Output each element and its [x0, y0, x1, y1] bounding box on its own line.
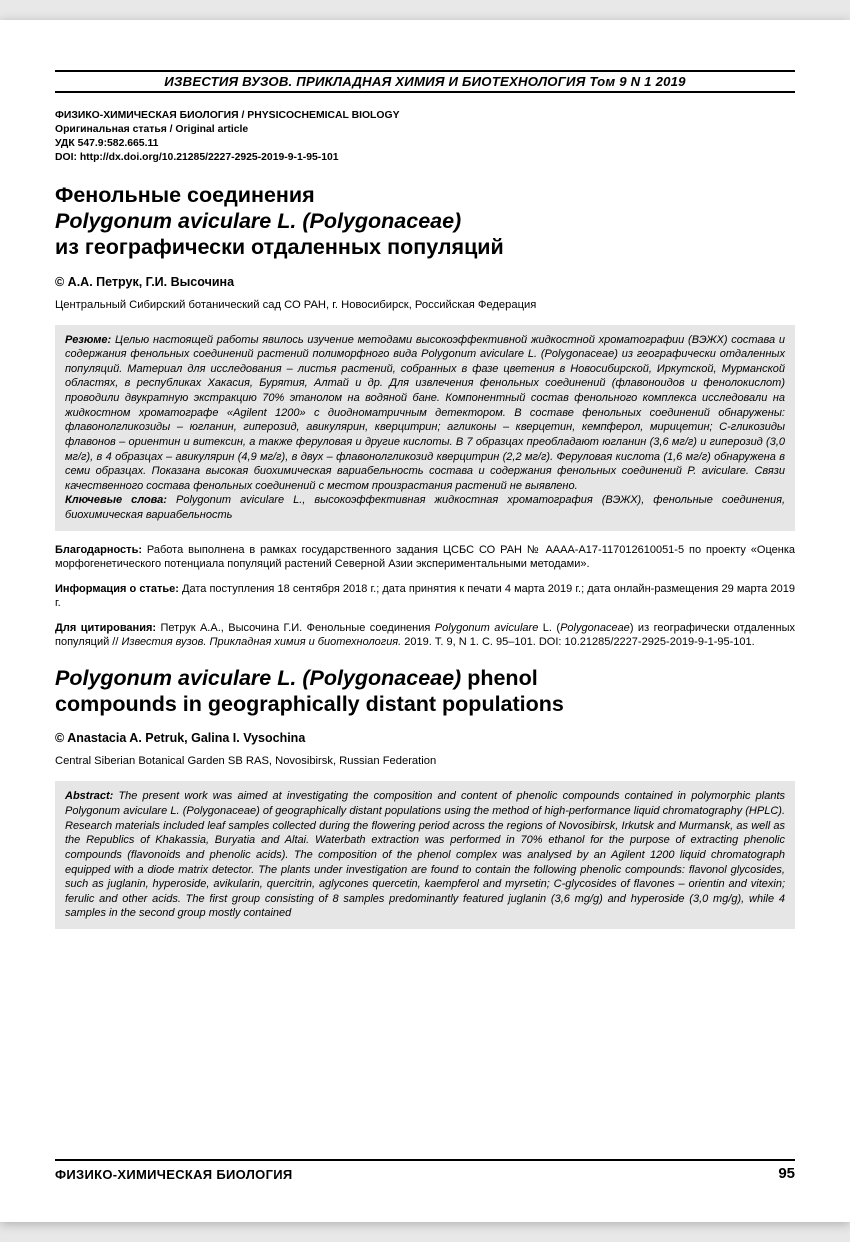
page-footer: ФИЗИКО-ХИМИЧЕСКАЯ БИОЛОГИЯ 95 [55, 1159, 795, 1182]
article-title-ru: Фенольные соединения Polygonum aviculare… [55, 183, 795, 260]
abstract-ru-body: Целью настоящей работы явилось изучение … [65, 334, 785, 492]
cite-journal: Известия вузов. Прикладная химия и биоте… [121, 636, 401, 648]
acknowledgement: Благодарность: Работа выполнена в рамках… [55, 543, 795, 572]
title-line3: из географически отдаленных популяций [55, 235, 504, 259]
ack-body: Работа выполнена в рамках государственно… [55, 544, 795, 571]
title-en-latin: Polygonum aviculare L. (Polygonaceae) [55, 666, 461, 690]
title-en-rest1: phenol [461, 666, 537, 690]
abstract-ru-label: Резюме: [65, 334, 111, 346]
abstract-ru: Резюме: Целью настоящей работы явилось и… [55, 325, 795, 531]
keywords-ru-label: Ключевые слова: [65, 494, 167, 506]
article-title-en: Polygonum aviculare L. (Polygonaceae) ph… [55, 666, 795, 718]
footer-section: ФИЗИКО-ХИМИЧЕСКАЯ БИОЛОГИЯ [55, 1167, 293, 1182]
section-heading: ФИЗИКО-ХИМИЧЕСКАЯ БИОЛОГИЯ / PHYSICOCHEM… [55, 109, 795, 123]
title-en-line2: compounds in geographically distant popu… [55, 692, 564, 716]
cite-text-2: L. ( [538, 622, 560, 634]
article-type: Оригинальная статья / Original article [55, 123, 795, 137]
running-head: ИЗВЕСТИЯ ВУЗОВ. ПРИКЛАДНАЯ ХИМИЯ И БИОТЕ… [55, 70, 795, 93]
article-meta: ФИЗИКО-ХИМИЧЕСКАЯ БИОЛОГИЯ / PHYSICOCHEM… [55, 109, 795, 165]
ack-label: Благодарность: [55, 544, 142, 556]
keywords-ru-body: Polygonum aviculare L., высокоэффективна… [65, 494, 785, 521]
abstract-en-label: Abstract: [65, 790, 113, 802]
abstract-en: Abstract: The present work was aimed at … [55, 781, 795, 929]
affiliation-ru: Центральный Сибирский ботанический сад С… [55, 299, 795, 311]
article-dates: Информация о статье: Дата поступления 18… [55, 582, 795, 611]
journal-page: ИЗВЕСТИЯ ВУЗОВ. ПРИКЛАДНАЯ ХИМИЯ И БИОТЕ… [0, 20, 850, 1222]
affiliation-en: Central Siberian Botanical Garden SB RAS… [55, 755, 795, 767]
citation: Для цитирования: Петрук А.А., Высочина Г… [55, 621, 795, 650]
udk: УДК 547.9:582.665.11 [55, 137, 795, 151]
doi: DOI: http://dx.doi.org/10.21285/2227-292… [55, 151, 795, 165]
authors-ru: © А.А. Петрук, Г.И. Высочина [55, 275, 795, 289]
cite-label: Для цитирования: [55, 622, 156, 634]
cite-species: Polygonum aviculare [435, 622, 539, 634]
dates-label: Информация о статье: [55, 583, 179, 595]
cite-family: Polygonaceae [560, 622, 630, 634]
abstract-en-body: The present work was aimed at investigat… [65, 790, 785, 919]
page-number: 95 [778, 1165, 795, 1182]
title-line2-latin: Polygonum aviculare L. (Polygonaceae) [55, 209, 461, 233]
cite-text-1: Петрук А.А., Высочина Г.И. Фенольные сое… [156, 622, 435, 634]
authors-en: © Anastacia A. Petruk, Galina I. Vysochi… [55, 731, 795, 745]
title-line1: Фенольные соединения [55, 183, 315, 207]
cite-text-4: 2019. Т. 9, N 1. С. 95–101. DOI: 10.2128… [401, 636, 754, 648]
